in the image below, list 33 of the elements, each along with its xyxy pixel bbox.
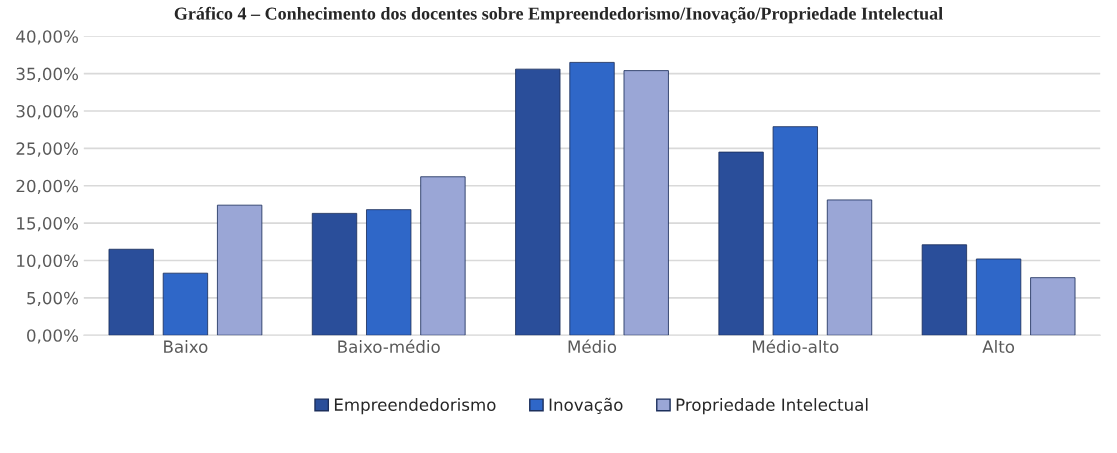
bar xyxy=(623,70,669,336)
bar xyxy=(162,272,209,336)
bar xyxy=(826,199,873,336)
bar xyxy=(311,212,358,336)
bar xyxy=(366,209,412,336)
x-tick-label: Médio-alto xyxy=(752,339,839,353)
bar xyxy=(569,61,615,336)
bar xyxy=(515,68,561,336)
legend-label: Empreendedorismo xyxy=(334,398,496,415)
bar xyxy=(1030,277,1076,336)
x-tick-label: Médio xyxy=(568,339,617,353)
x-tick-label: Baixo xyxy=(164,340,208,353)
x-tick-label: Alto xyxy=(982,340,1015,353)
bar xyxy=(420,176,466,336)
y-tick-label: 35,00% xyxy=(16,67,78,82)
y-tick-label: 10,00% xyxy=(17,254,78,269)
y-tick-label: 25,00% xyxy=(16,142,78,157)
y-tick-label: 5,00% xyxy=(27,291,78,307)
y-tick-label: 30,00% xyxy=(16,104,78,120)
y-tick-label: 20,00% xyxy=(16,179,78,194)
bar xyxy=(718,151,764,336)
legend-label: Inovação xyxy=(549,397,623,414)
y-tick-label: 0,00% xyxy=(27,329,78,344)
legend-label: Propriedade Intelectual xyxy=(676,398,868,415)
bar xyxy=(975,258,1022,336)
chart-title: Gráfico 4 – Conhecimento dos docentes sobre Empreendedorismo/Inovação/Propriedade Intelectual xyxy=(174,6,943,24)
bar xyxy=(108,248,154,336)
bar xyxy=(772,126,818,336)
bar xyxy=(216,204,263,336)
y-tick-label: 40,00% xyxy=(16,30,78,45)
y-tick-label: 15,00% xyxy=(17,217,78,232)
x-tick-label: Baixo-médio xyxy=(338,339,440,353)
bar xyxy=(921,244,968,336)
